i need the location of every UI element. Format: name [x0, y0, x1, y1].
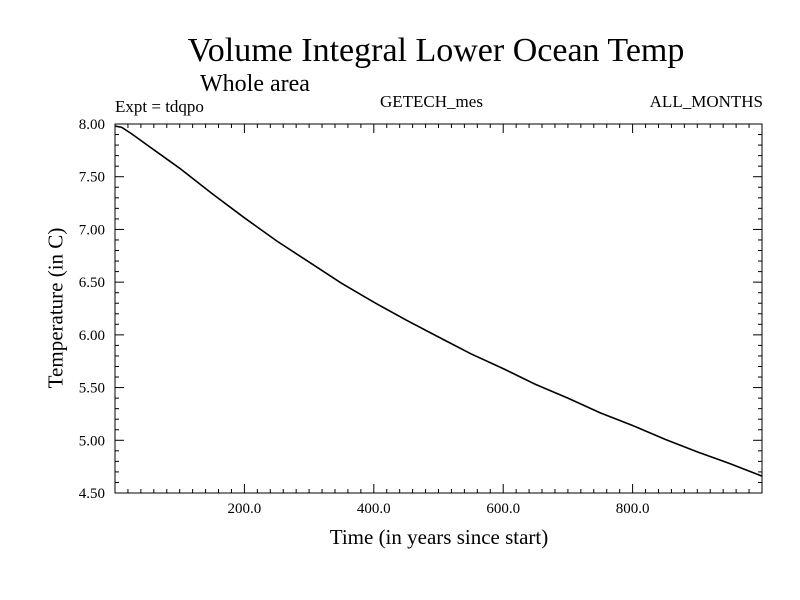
x-tick-label: 400.0 — [357, 501, 391, 517]
x-tick-label: 600.0 — [486, 501, 520, 517]
y-tick-label: 7.00 — [79, 222, 105, 238]
y-tick-label: 7.50 — [79, 170, 105, 186]
chart-subtitle: Whole area — [200, 71, 310, 97]
x-axis-label: Time (in years since start) — [329, 525, 549, 549]
y-tick-label: 4.50 — [79, 486, 105, 502]
chart-title: Volume Integral Lower Ocean Temp — [187, 32, 685, 69]
x-tick-label: 800.0 — [616, 501, 650, 517]
y-tick-label: 5.50 — [79, 381, 105, 397]
period-label: ALL_MONTHS — [649, 92, 763, 111]
temperature-series-line — [114, 125, 763, 477]
tick-labels: 200.0 400.0 600.0 800.0 4.50 5.00 5.50 6.00 6.50… — [79, 117, 650, 517]
y-tick-label: 5.00 — [79, 433, 105, 449]
minor-ticks — [115, 124, 762, 493]
source-label: GETECH_mes — [380, 92, 483, 111]
experiment-label: Expt = tdqpo — [115, 97, 204, 116]
y-tick-label: 8.00 — [79, 117, 105, 133]
x-tick-label: 200.0 — [228, 501, 262, 517]
y-tick-label: 6.00 — [79, 328, 105, 344]
y-tick-label: 6.50 — [79, 275, 105, 291]
major-ticks — [115, 123, 762, 494]
plot-frame — [114, 123, 763, 494]
